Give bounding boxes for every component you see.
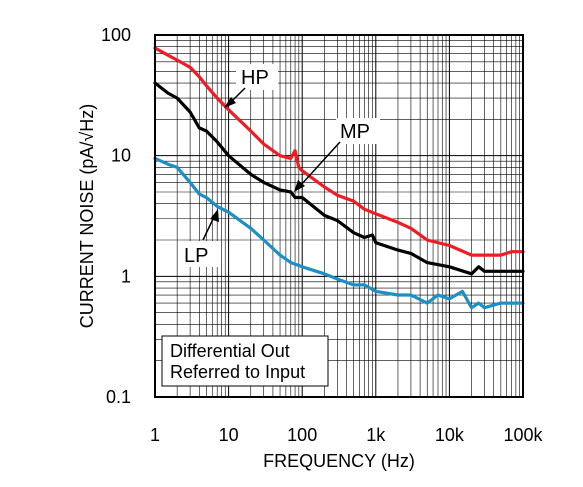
hp-arrowhead — [224, 97, 236, 108]
mp-callout: MP — [294, 118, 380, 192]
lp-leader-line — [202, 216, 215, 241]
y-tick-label: 1 — [121, 266, 131, 286]
x-tick-label: 10k — [435, 425, 465, 445]
series-label-hp: HP — [241, 67, 269, 89]
annotation-line-2: Referred to Input — [170, 362, 305, 382]
x-tick-label: 10 — [219, 425, 239, 445]
mp-arrowhead — [294, 180, 305, 192]
tick-labels: 1 10 100 1k 10k 100k 0.1 1 10 100 — [101, 25, 544, 445]
series-line-lp — [153, 156, 525, 310]
y-axis-title: CURRENT NOISE (pA/√Hz) — [77, 104, 97, 329]
series-line-hp — [153, 46, 525, 257]
mp-leader-line — [299, 141, 341, 187]
series-layer — [153, 46, 525, 310]
x-axis-title: FREQUENCY (Hz) — [263, 451, 415, 471]
lp-arrowhead — [210, 209, 219, 222]
x-tick-label: 1k — [366, 425, 386, 445]
y-tick-label: 10 — [111, 146, 131, 166]
annotation-box: Differential Out Referred to Input — [161, 335, 329, 387]
plot-frame — [154, 34, 524, 398]
x-tick-label: 100k — [503, 425, 543, 445]
series-label-mp: MP — [340, 121, 370, 143]
lp-callout: LP — [180, 209, 219, 267]
x-tick-label: 100 — [287, 425, 317, 445]
series-line-mp — [153, 81, 525, 276]
y-tick-label: 0.1 — [106, 387, 131, 407]
series-label-lp: LP — [184, 245, 208, 267]
y-tick-label: 100 — [101, 25, 131, 45]
x-tick-label: 1 — [150, 425, 160, 445]
hp-callout: HP — [224, 64, 278, 108]
annotation-line-1: Differential Out — [170, 341, 290, 361]
